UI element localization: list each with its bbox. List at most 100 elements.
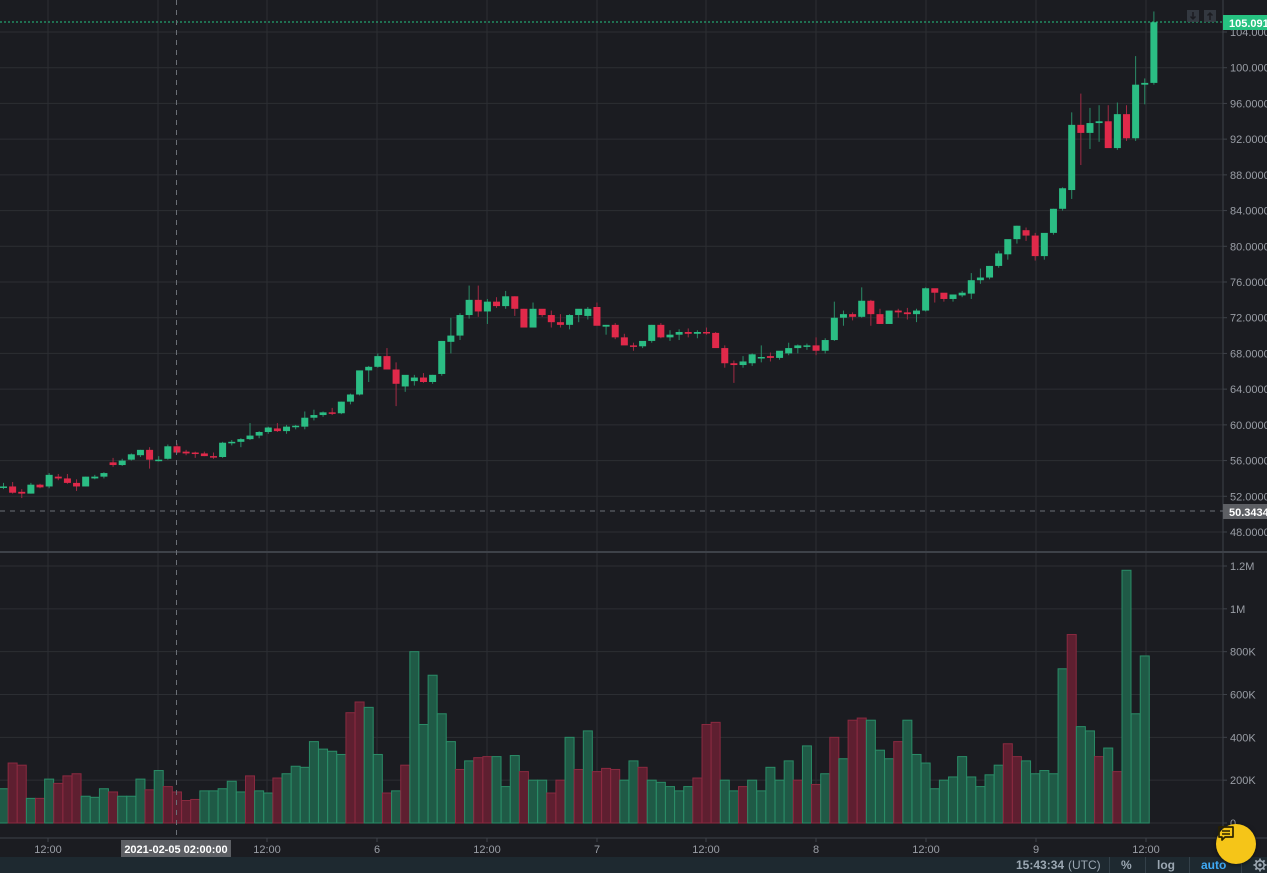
candle [785,348,793,354]
candle [903,312,911,315]
volume-tick-label: 1.2M [1230,561,1254,573]
scroll-down-button[interactable] [1187,10,1199,22]
volume-bar [153,770,164,824]
volume-bar [500,786,511,824]
candle [766,356,774,358]
candle [1022,230,1030,236]
volume-bar [701,723,712,824]
scroll-up-button[interactable] [1204,10,1216,22]
log-scale-toggle[interactable]: log [1157,858,1175,872]
candle [849,314,857,317]
candle [693,332,701,334]
price-tick-label: 92.0000 [1230,134,1267,146]
candle [54,476,62,479]
volume-bar [226,780,237,824]
candle [493,301,501,307]
volume-bar [391,790,402,824]
candle [748,354,756,364]
volume-bar [1121,569,1132,824]
volume-bar [299,766,310,824]
volume-bar [537,779,548,824]
candle [1095,121,1103,124]
volume-bar [1057,668,1068,824]
volume-bar [1039,770,1050,824]
candle [410,377,418,382]
candle [757,357,765,359]
candle [511,296,519,309]
candle [164,446,172,459]
clock-time: 15:43:34 [1016,858,1065,872]
volume-bar [610,768,621,824]
price-tick-label: 84.0000 [1230,206,1267,218]
volume-bar [1130,713,1141,824]
volume-bar [801,745,812,824]
volume-bar [117,795,128,824]
candle [319,412,327,416]
candle [474,299,482,312]
price-tick-label: 96.0000 [1230,98,1267,110]
candle [1113,114,1121,149]
volume-bar [409,651,420,824]
volume-bar [948,776,959,824]
auto-scale-toggle[interactable]: auto [1201,858,1227,872]
volume-bar [263,792,274,824]
candle [374,356,382,367]
volume-bar [80,795,91,824]
volume-bar [108,791,119,824]
candle [575,308,583,316]
volume-bar [171,791,182,824]
candle [1141,82,1149,85]
candle [63,478,71,483]
volume-bar [217,788,228,824]
volume-bar [427,674,438,824]
volume-bar [235,791,246,824]
candle [703,332,711,334]
volume-bar [345,712,356,824]
volume-bar [162,786,173,824]
candle [0,486,7,488]
volume-bar [245,775,256,824]
volume-bar [966,776,977,824]
volume-bar [290,765,301,824]
candle [830,317,838,341]
candle [1059,188,1067,209]
volume-bar [774,779,785,824]
candle [383,356,391,370]
volume-bar [756,790,767,824]
volume-bar [381,792,392,824]
candle [483,301,491,312]
candle [219,442,227,457]
candle [146,449,154,460]
time-tick-label: 9 [1033,844,1039,856]
volume-bar [1084,730,1095,824]
volume-bar [126,795,137,824]
price-tick-label: 68.0000 [1230,348,1267,360]
chat-button[interactable] [1216,824,1256,864]
candle [566,315,574,325]
candle [9,486,17,493]
volume-bar [1075,726,1086,824]
volume-bar [738,786,749,824]
price-tick-label: 100.0000 [1230,63,1267,75]
candle [1132,84,1140,139]
volume-bar [884,758,895,824]
volume-bar [181,800,192,824]
volume-bar [820,773,831,824]
volume-bar [893,741,904,824]
price-tick-label: 56.0000 [1230,456,1267,468]
volume-bar [135,778,146,824]
candle [986,265,994,278]
volume-bar [318,748,329,824]
volume-bar [874,749,885,824]
volume-bar [929,788,940,824]
volume-bar [0,788,9,824]
candle [264,427,272,432]
percent-scale-toggle[interactable]: % [1121,858,1132,872]
volume-tick-label: 400K [1230,732,1256,744]
volume-bar [628,760,639,824]
candle [246,435,254,440]
candle [209,456,217,458]
volume-bar [710,721,721,824]
